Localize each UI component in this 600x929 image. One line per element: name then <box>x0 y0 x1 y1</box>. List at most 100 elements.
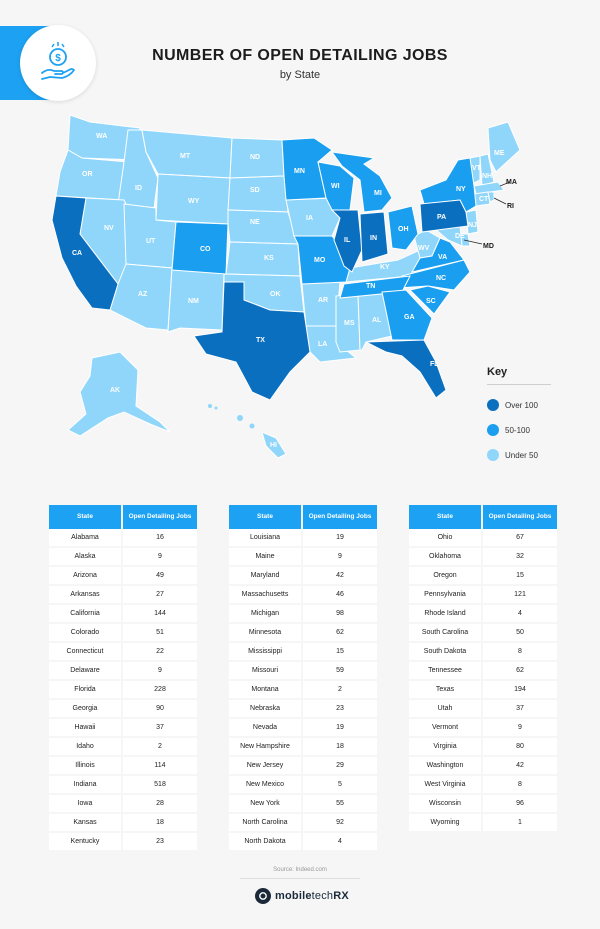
alaska-island <box>214 406 218 410</box>
map-label: MA <box>506 179 517 186</box>
jobs-table-1: State Open Detailing Jobs Alabama 16 Alask… <box>49 505 197 852</box>
job-count-cell: 96 <box>481 794 557 814</box>
table-row: Michigan 98 <box>229 604 377 624</box>
job-count-cell: 55 <box>301 794 377 814</box>
map-label: OK <box>270 291 281 298</box>
map-label: WA <box>96 133 107 140</box>
job-count-cell: 92 <box>301 813 377 833</box>
state-ma <box>473 181 505 195</box>
job-count-cell: 194 <box>481 680 557 700</box>
state-name-cell: South Dakota <box>409 642 482 662</box>
table-row: Wyoming 1 <box>409 813 557 833</box>
state-name-cell: Massachusetts <box>229 585 302 605</box>
table-row: Louisiana 19 <box>229 529 377 548</box>
table-row: Florida 228 <box>49 680 197 700</box>
map-label: AZ <box>138 291 148 298</box>
map-label: IL <box>344 237 351 244</box>
state-co <box>171 221 229 275</box>
state-name-cell: Washington <box>409 756 482 776</box>
map-legend: Key Over 100 50-100 Under 50 <box>487 366 557 472</box>
job-count-cell: 4 <box>481 604 557 624</box>
job-count-cell: 121 <box>481 585 557 605</box>
page-subtitle: by State <box>279 69 321 81</box>
table-row: Tennessee 62 <box>409 661 557 681</box>
map-label: RI <box>507 203 514 210</box>
job-count-cell: 2 <box>301 680 377 700</box>
table-row: Missouri 59 <box>229 661 377 681</box>
state-name-cell: Georgia <box>49 699 122 719</box>
brand-name-thin: tech <box>311 890 334 902</box>
map-label: MD <box>483 243 494 250</box>
map-label: CT <box>479 196 489 203</box>
map-label: OR <box>82 171 93 178</box>
map-label: SD <box>250 187 260 194</box>
state-name-cell: Alaska <box>49 547 122 567</box>
table-row: North Carolina 92 <box>229 813 377 833</box>
map-label: IA <box>306 215 313 222</box>
state-name-cell: Rhode Island <box>409 604 482 624</box>
table-row: Mississippi 15 <box>229 642 377 662</box>
state-name-cell: Oregon <box>409 566 482 586</box>
header-icon-badge: $ <box>20 25 96 101</box>
map-label: NH <box>482 173 492 180</box>
state-name-cell: Virginia <box>409 737 482 757</box>
legend-label: Over 100 <box>505 400 538 410</box>
state-fl <box>365 339 447 399</box>
legend-item-under-50: Under 50 <box>487 447 557 463</box>
table-row: Delaware 9 <box>49 661 197 681</box>
state-name-cell: Wisconsin <box>409 794 482 814</box>
map-label: AK <box>110 387 120 394</box>
footer-divider <box>240 878 360 879</box>
job-count-cell: 32 <box>481 547 557 567</box>
state-name-cell: Oklahoma <box>409 547 482 567</box>
job-count-cell: 23 <box>301 699 377 719</box>
state-hi <box>261 431 287 459</box>
state-name-cell: Indiana <box>49 775 122 795</box>
job-count-cell: 9 <box>481 718 557 738</box>
state-name-cell: New York <box>229 794 302 814</box>
map-label: HI <box>270 442 277 449</box>
map-label: GA <box>404 314 415 321</box>
job-count-cell: 2 <box>121 737 197 757</box>
job-count-cell: 15 <box>481 566 557 586</box>
table-row: Washington 42 <box>409 756 557 776</box>
job-count-cell: 27 <box>121 585 197 605</box>
brand-name-bold: mobile <box>275 890 312 902</box>
map-label: TN <box>366 283 375 290</box>
state-name-cell: Minnesota <box>229 623 302 643</box>
col-header-state: State <box>229 505 302 529</box>
table-row: Virginia 80 <box>409 737 557 757</box>
job-count-cell: 59 <box>301 661 377 681</box>
job-count-cell: 5 <box>301 775 377 795</box>
state-sd <box>227 175 289 213</box>
job-count-cell: 144 <box>121 604 197 624</box>
table-row: Nevada 19 <box>229 718 377 738</box>
map-label: NY <box>456 186 466 193</box>
job-count-cell: 22 <box>121 642 197 662</box>
table-row: Pennsylvania 121 <box>409 585 557 605</box>
table-row: Indiana 518 <box>49 775 197 795</box>
table-row: Idaho 2 <box>49 737 197 757</box>
map-label: NC <box>436 275 446 282</box>
map-label: CO <box>200 246 211 253</box>
state-me <box>487 121 521 173</box>
state-name-cell: Florida <box>49 680 122 700</box>
map-label: SC <box>426 298 436 305</box>
ri-leader <box>493 197 507 205</box>
state-name-cell: Colorado <box>49 623 122 643</box>
state-ne <box>227 209 299 245</box>
legend-item-50-100: 50-100 <box>487 422 557 438</box>
state-name-cell: New Hampshire <box>229 737 302 757</box>
state-name-cell: Maryland <box>229 566 302 586</box>
state-il <box>330 209 363 273</box>
table-row: Wisconsin 96 <box>409 794 557 814</box>
state-sc <box>409 285 451 315</box>
state-name-cell: West Virginia <box>409 775 482 795</box>
state-name-cell: Tennessee <box>409 661 482 681</box>
legend-title: Key <box>487 366 508 378</box>
job-count-cell: 18 <box>301 737 377 757</box>
state-name-cell: Maine <box>229 547 302 567</box>
state-name-cell: North Dakota <box>229 832 302 852</box>
job-count-cell: 18 <box>121 813 197 833</box>
legend-divider <box>487 384 551 385</box>
